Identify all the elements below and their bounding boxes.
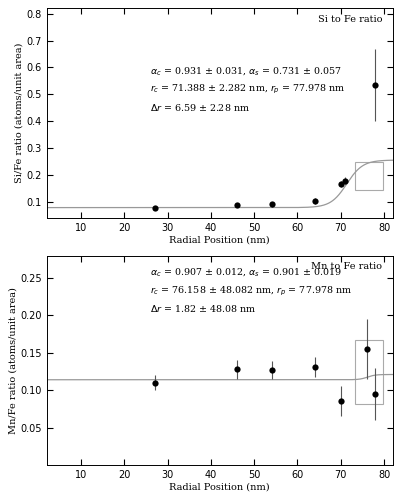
X-axis label: Radial Position (nm): Radial Position (nm): [169, 482, 270, 492]
Text: $r_c$ = 76.158 ± 48.082 nm, $r_p$ = 77.978 nm: $r_c$ = 76.158 ± 48.082 nm, $r_p$ = 77.9…: [150, 284, 352, 298]
Text: Si to Fe ratio: Si to Fe ratio: [318, 14, 382, 24]
Text: $r_c$ = 71.388 ± 2.282 nm, $r_p$ = 77.978 nm: $r_c$ = 71.388 ± 2.282 nm, $r_p$ = 77.97…: [150, 84, 346, 96]
X-axis label: Radial Position (nm): Radial Position (nm): [169, 236, 270, 244]
Y-axis label: Si/Fe ratio (atoms/unit area): Si/Fe ratio (atoms/unit area): [14, 43, 24, 184]
Text: $\Delta r$ = 1.82 ± 48.08 nm: $\Delta r$ = 1.82 ± 48.08 nm: [150, 303, 257, 314]
Text: Mn to Fe ratio: Mn to Fe ratio: [311, 262, 382, 271]
Bar: [354, 162, 383, 190]
Text: $\Delta r$ = 6.59 ± 2.28 nm: $\Delta r$ = 6.59 ± 2.28 nm: [150, 102, 250, 113]
Y-axis label: Mn/Fe ratio (atoms/unit area): Mn/Fe ratio (atoms/unit area): [8, 287, 17, 434]
Bar: [354, 340, 383, 404]
Text: $\alpha_c$ = 0.907 ± 0.012, $\alpha_s$ = 0.901 ± 0.019: $\alpha_c$ = 0.907 ± 0.012, $\alpha_s$ =…: [150, 266, 343, 278]
Text: $\alpha_c$ = 0.931 ± 0.031, $\alpha_s$ = 0.731 ± 0.057: $\alpha_c$ = 0.931 ± 0.031, $\alpha_s$ =…: [150, 65, 342, 77]
